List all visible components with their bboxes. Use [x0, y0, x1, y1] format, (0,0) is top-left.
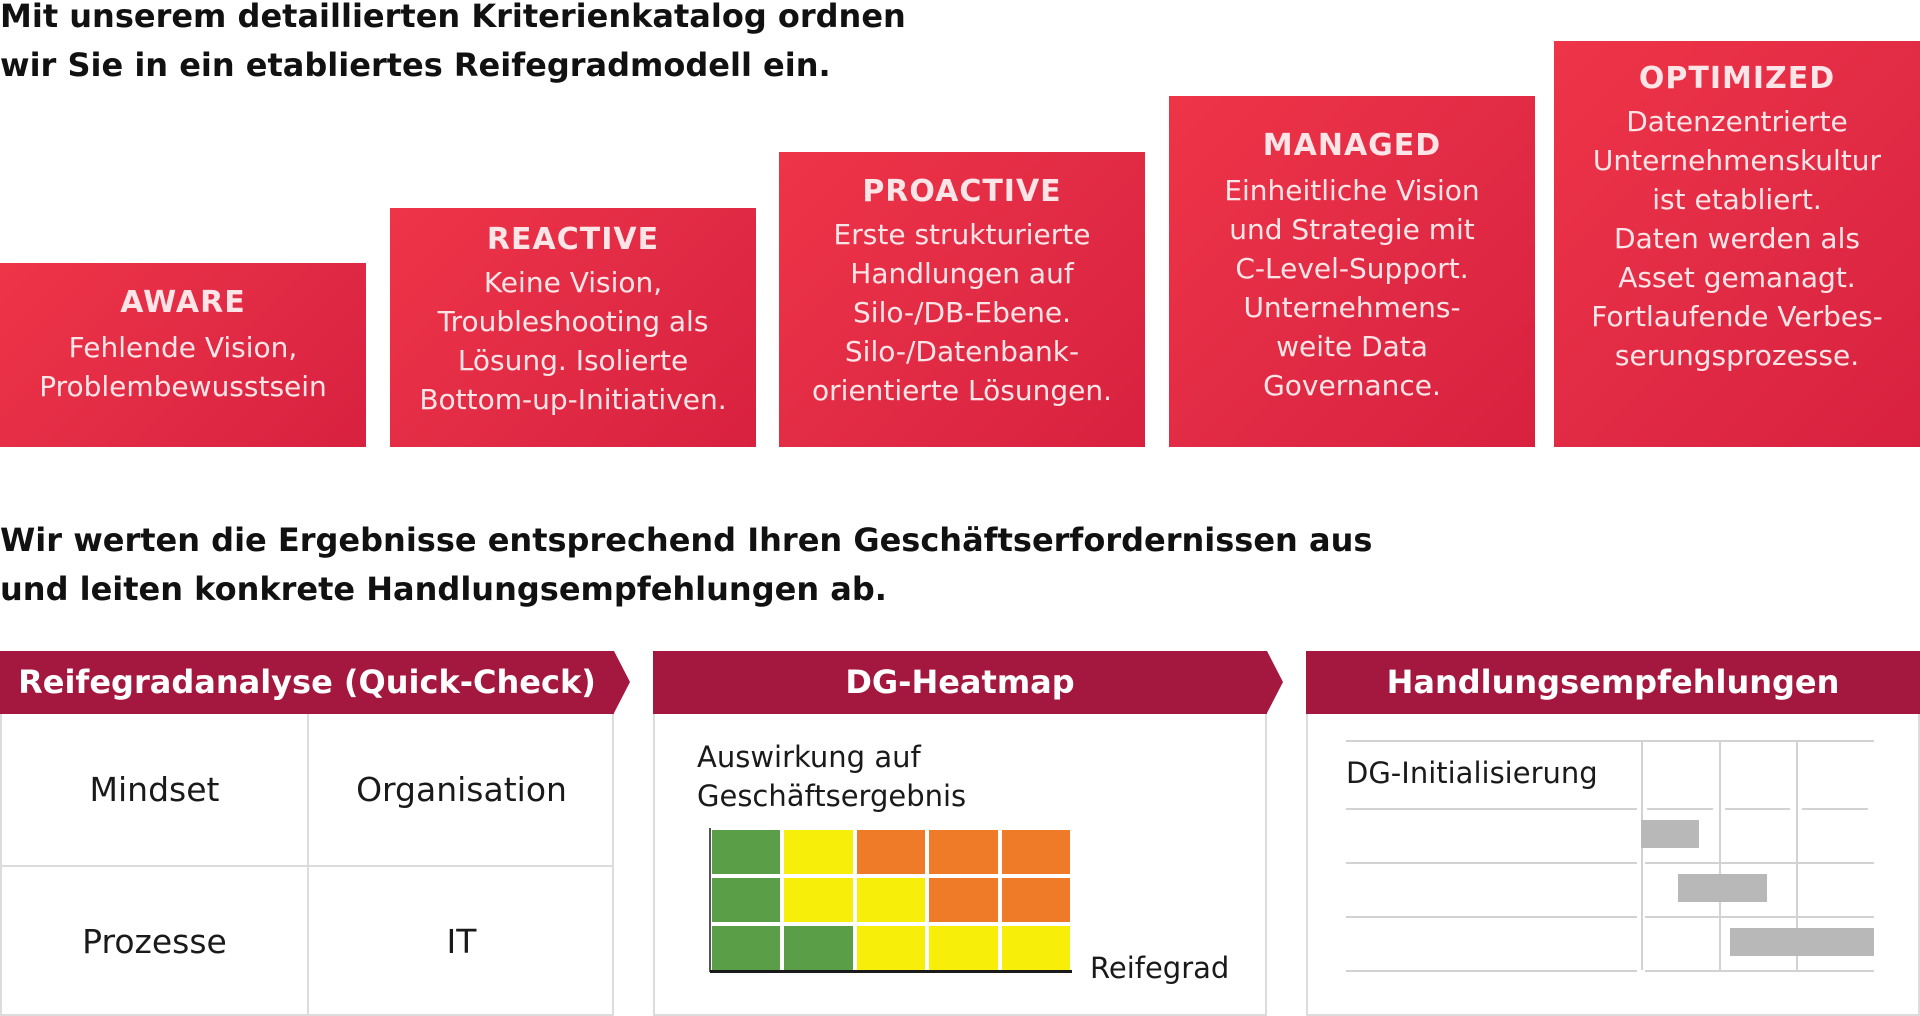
gantt-rule — [1346, 970, 1637, 972]
heatmap-cell — [854, 876, 928, 924]
gantt-rule — [1802, 808, 1868, 810]
stage-line: Governance. — [1263, 369, 1441, 402]
heatmap-cell — [927, 876, 1000, 924]
heatmap-x-axis — [710, 970, 1072, 973]
stage-line: Bottom-up-Initiativen. — [419, 383, 727, 416]
heatmap-x-label: Reifegrad — [1090, 951, 1230, 985]
stage-line: Keine Vision, — [483, 266, 663, 299]
stage-aware: AWARE Fehlende Vision, Problembewusstsei… — [0, 263, 366, 447]
gantt-column-divider — [1796, 740, 1799, 970]
panel-arrow-icon — [1267, 651, 1283, 713]
heatmap-cell — [710, 924, 783, 972]
stage-optimized: OPTIMIZED Datenzentrierte Unternehmensku… — [1554, 41, 1920, 447]
heatmap-panel: Auswirkung auf Geschäftsergebnis Reifegr… — [653, 714, 1267, 1016]
heatmap-cell — [710, 828, 783, 876]
gantt-rule — [1724, 808, 1791, 810]
gantt-rule — [1645, 970, 1874, 972]
gantt-rule — [1346, 862, 1637, 864]
heatmap-cell — [927, 828, 1000, 876]
heatmap-cell — [999, 924, 1072, 972]
stage-line: orientierte Lösungen. — [812, 374, 1112, 407]
stage-line: Silo-/Datenbank- — [844, 335, 1080, 368]
heatmap-cell — [854, 828, 928, 876]
stage-proactive: PROACTIVE Erste strukturierte Handlungen… — [779, 152, 1145, 447]
stage-line: C-Level-Support. — [1235, 252, 1469, 285]
heatmap-cell — [999, 828, 1072, 876]
stage-line: Handlungen auf — [850, 257, 1074, 290]
intro-heading-line-2: wir Sie in ein etabliertes Reifegradmode… — [0, 46, 831, 84]
stage-line: Lösung. Isolierte — [457, 344, 689, 377]
heatmap-y-axis — [709, 828, 711, 972]
quick-check-header: Reifegradanalyse (Quick-Check) — [0, 651, 614, 714]
stage-line: weite Data — [1276, 330, 1428, 363]
heatmap-cell — [854, 924, 928, 972]
gantt-bar — [1729, 928, 1874, 956]
heatmap-cell — [999, 876, 1072, 924]
heatmap-y-label: Auswirkung auf Geschäftsergebnis — [697, 738, 966, 816]
results-heading-line-2: und leiten konkrete Handlungsempfehlunge… — [0, 570, 887, 608]
gantt-chart — [1346, 740, 1874, 986]
stage-line: Silo-/DB-Ebene. — [853, 296, 1071, 329]
gantt-rule — [1346, 916, 1637, 918]
heatmap-cell — [782, 828, 855, 876]
heatmap-y-label-line-1: Auswirkung auf — [697, 740, 921, 774]
heatmap-header: DG-Heatmap — [653, 651, 1267, 714]
stage-title: PROACTIVE — [862, 174, 1062, 209]
stage-line: Fortlaufende Verbes- — [1591, 300, 1883, 333]
heatmap-cell — [927, 924, 1000, 972]
stage-title: MANAGED — [1262, 128, 1442, 163]
stage-line: Unternehmens- — [1243, 291, 1461, 324]
gantt-column-divider — [1718, 740, 1721, 970]
results-heading: Wir werten die Ergebnisse entsprechend I… — [0, 516, 1372, 614]
stage-line: Einheitliche Vision — [1224, 174, 1480, 207]
heatmap-grid — [709, 828, 1072, 972]
stage-managed: MANAGED Einheitliche Vision und Strategi… — [1169, 96, 1535, 447]
qc-cell-mindset: Mindset — [89, 770, 220, 809]
stage-line: Fehlende Vision, — [68, 331, 298, 364]
gantt-bar — [1678, 874, 1767, 902]
gantt-bar — [1641, 820, 1700, 848]
stage-line: Daten werden als — [1614, 222, 1860, 255]
heatmap-cell — [710, 876, 783, 924]
heatmap-cell — [782, 924, 855, 972]
recommendations-row-label: DG-Initialisierung — [1346, 756, 1598, 790]
stage-title: REACTIVE — [486, 222, 660, 257]
gantt-rule — [1346, 740, 1874, 742]
gantt-rule — [1647, 808, 1713, 810]
intro-heading-line-1: Mit unserem detaillierten Kriterienkatal… — [0, 0, 906, 35]
stage-line: Asset gemanagt. — [1618, 261, 1856, 294]
qc-cell-organisation: Organisation — [356, 770, 567, 809]
stage-line: Troubleshooting als — [437, 305, 709, 338]
gantt-column-divider — [1641, 740, 1643, 970]
stage-line: Problembewusstsein — [39, 370, 327, 403]
stage-title: OPTIMIZED — [1638, 61, 1836, 96]
results-heading-line-1: Wir werten die Ergebnisse entsprechend I… — [0, 521, 1373, 559]
intro-heading: Mit unserem detaillierten Kriterienkatal… — [0, 0, 906, 90]
stage-line: ist etabliert. — [1652, 183, 1822, 216]
recommendations-panel: DG-Initialisierung — [1306, 714, 1920, 1016]
heatmap-y-label-line-2: Geschäftsergebnis — [697, 779, 967, 813]
stage-line: serungsprozesse. — [1614, 339, 1860, 372]
qc-divider-horizontal — [2, 865, 612, 867]
stage-line: und Strategie mit — [1229, 213, 1475, 246]
stage-title: AWARE — [120, 285, 246, 320]
recommendations-header: Handlungsempfehlungen — [1306, 651, 1920, 714]
gantt-rule — [1645, 916, 1874, 918]
gantt-rule — [1645, 862, 1874, 864]
gantt-rule — [1346, 808, 1637, 810]
stage-line: Erste strukturierte — [833, 218, 1091, 251]
panel-arrow-icon — [614, 651, 630, 713]
stage-line: Datenzentrierte — [1626, 105, 1848, 138]
qc-cell-it: IT — [446, 922, 477, 961]
quick-check-panel: Mindset Organisation Prozesse IT — [0, 714, 614, 1016]
qc-cell-prozesse: Prozesse — [82, 922, 227, 961]
stage-reactive: REACTIVE Keine Vision, Troubleshooting a… — [390, 208, 756, 447]
stage-line: Unternehmenskultur — [1592, 144, 1882, 177]
heatmap-cell — [782, 876, 855, 924]
